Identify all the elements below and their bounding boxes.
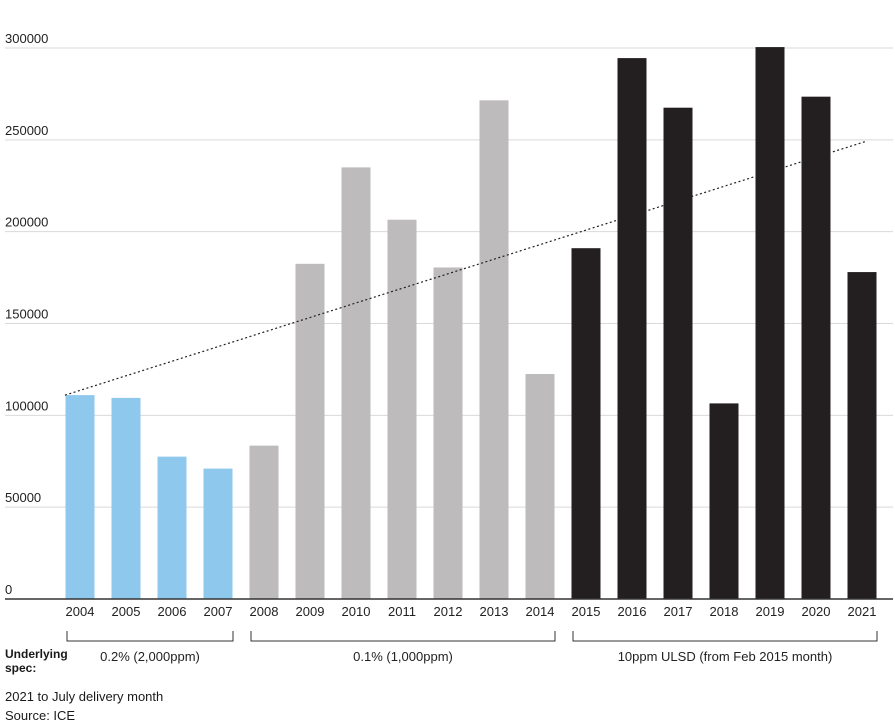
x-tick-label: 2010: [342, 604, 371, 619]
y-tick-label: 150000: [5, 307, 48, 322]
y-tick-label: 100000: [5, 398, 48, 413]
x-tick-label: 2018: [710, 604, 739, 619]
y-tick-label: 300000: [5, 31, 48, 46]
bar: [295, 263, 325, 599]
x-tick-label: 2015: [572, 604, 601, 619]
bar: [433, 267, 463, 599]
bar: [801, 96, 831, 600]
bar: [663, 107, 693, 600]
x-tick-label: 2005: [112, 604, 141, 619]
bar: [111, 397, 141, 599]
x-tick-label: 2016: [618, 604, 647, 619]
x-tick-label: 2006: [158, 604, 187, 619]
source-note: Source: ICE: [5, 708, 76, 723]
bar: [571, 248, 601, 600]
x-tick-label: 2013: [480, 604, 509, 619]
bar: [157, 456, 187, 599]
trendline: [64, 141, 866, 396]
bar: [479, 100, 509, 599]
bar: [341, 167, 371, 599]
x-tick-label: 2008: [250, 604, 279, 619]
bar: [847, 272, 877, 599]
spec-groups: 0.2% (2,000ppm) 0.1% (1,000ppm) 10ppm ULSD…: [66, 631, 878, 664]
bars: [65, 47, 877, 600]
y-tick-label: 50000: [5, 490, 41, 505]
bar: [525, 374, 555, 599]
group-bracket: [66, 631, 234, 642]
bar: [755, 47, 785, 599]
y-axis-tick-labels: 0 50000 100000 150000 200000 250000 300000: [5, 31, 48, 597]
x-tick-label: 2020: [802, 604, 831, 619]
x-tick-label: 2021: [848, 604, 877, 619]
y-tick-label: 200000: [5, 215, 48, 230]
group-bracket: [572, 631, 878, 642]
y-tick-label: 0: [5, 582, 12, 597]
bar: [65, 395, 95, 599]
trendline-path: [64, 141, 866, 396]
x-tick-label: 2012: [434, 604, 463, 619]
x-tick-label: 2011: [388, 604, 416, 619]
x-tick-label: 2017: [664, 604, 693, 619]
group-label: 10ppm ULSD (from Feb 2015 month): [618, 649, 833, 664]
x-tick-label: 2019: [756, 604, 785, 619]
delivery-note: 2021 to July delivery month: [5, 689, 164, 704]
group-label: 0.1% (1,000ppm): [353, 649, 453, 664]
bar: [203, 468, 233, 599]
y-tick-label: 250000: [5, 123, 48, 138]
x-axis-tick-labels: 2004 2005 2006 2007 2008 2009 2010 2011 2012 2013…: [66, 604, 877, 619]
underlying-spec-label: Underlying spec:: [5, 647, 68, 675]
x-tick-label: 2007: [204, 604, 233, 619]
x-tick-label: 2009: [296, 604, 325, 619]
bar: [709, 403, 739, 599]
x-tick-label: 2004: [66, 604, 95, 619]
bar: [617, 58, 647, 599]
group-bracket: [250, 631, 556, 642]
bar: [249, 445, 279, 599]
group-label: 0.2% (2,000ppm): [100, 649, 200, 664]
bar: [387, 219, 417, 599]
x-tick-label: 2014: [526, 604, 555, 619]
